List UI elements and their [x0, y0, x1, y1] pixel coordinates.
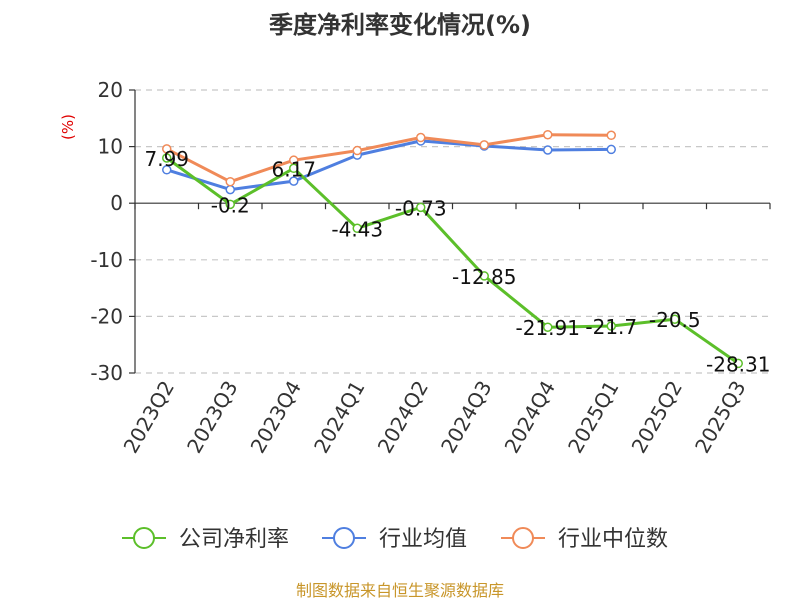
data-label: -12.85 [452, 265, 516, 289]
data-label: -21.91 [516, 316, 580, 340]
x-tick-label: 2025Q2 [627, 377, 687, 458]
x-tick-label: 2024Q2 [373, 377, 433, 458]
data-label: -20.5 [649, 308, 701, 332]
company-net-margin-point [543, 322, 553, 332]
company-net-margin-point [352, 223, 362, 234]
y-tick-label: 10 [98, 135, 123, 159]
data-label: -21.7 [585, 315, 637, 339]
legend-label: 行业均值 [379, 527, 467, 552]
grid-lines [135, 89, 770, 374]
x-tick-label: 2025Q1 [563, 377, 623, 458]
company-net-margin-point [733, 358, 743, 369]
company-net-margin-point [225, 199, 235, 210]
company-net-margin-line [165, 156, 740, 365]
y-axis-unit: (%) [59, 114, 77, 140]
x-tick-label: 2024Q3 [436, 377, 496, 458]
y-tick-label: -10 [90, 248, 123, 272]
company-net-margin-point [606, 321, 616, 331]
industry-median-point [416, 132, 426, 143]
legend-marker-icon [512, 527, 534, 549]
y-tick-label: -20 [90, 304, 123, 328]
series-lines [162, 129, 743, 369]
x-tick-label: 2025Q3 [690, 377, 750, 458]
data-labels: 7.99-0.26.17-4.43-0.73-12.85-21.91 -21.7-… [144, 147, 770, 376]
industry-median-point [606, 130, 616, 141]
legend-industry-average[interactable]: 行业均值 [322, 527, 467, 552]
chart-title: 季度净利率变化情况(%) [269, 11, 531, 39]
data-label: -28.31 [706, 352, 770, 376]
x-tick-label: 2023Q3 [182, 377, 242, 458]
legend-marker-icon [333, 527, 355, 549]
y-tick-label: -30 [90, 361, 123, 385]
legend-marker-icon [133, 527, 155, 549]
industry-average-line [166, 139, 612, 192]
company-net-margin-point [289, 163, 299, 174]
x-tick-label: 2024Q4 [500, 377, 560, 458]
x-tick-label: 2024Q1 [309, 377, 369, 458]
industry-median-point [543, 129, 553, 140]
company-net-margin-point [416, 202, 426, 213]
data-label: 6.17 [271, 157, 316, 181]
industry-median-point [225, 176, 235, 187]
industry-average-point [162, 165, 172, 175]
y-tick-label: 20 [98, 78, 123, 102]
industry-median-line [166, 133, 612, 184]
x-tick-label: 2023Q4 [246, 377, 306, 458]
company-net-margin-point [162, 153, 172, 163]
x-tick-label: 2023Q2 [119, 377, 179, 458]
industry-median-point [162, 144, 172, 154]
industry-average-point [289, 176, 299, 186]
legend-label: 行业中位数 [558, 527, 668, 552]
company-net-margin-point [670, 314, 680, 324]
industry-median-point [352, 145, 362, 156]
data-label: -0.2 [211, 193, 250, 217]
legend-company-net-margin[interactable]: 公司净利率 [122, 527, 289, 552]
data-label: 7.99 [144, 147, 189, 171]
industry-median-point [479, 140, 489, 150]
y-tick-label: 0 [110, 191, 123, 215]
legend-label: 公司净利率 [179, 527, 289, 552]
source-note: 制图数据来自恒生聚源数据库 [296, 581, 504, 600]
industry-average-point [543, 145, 553, 155]
legend[interactable]: 公司净利率 行业均值 行业中位数 [122, 527, 668, 552]
data-label: -0.73 [395, 196, 447, 220]
legend-industry-median[interactable]: 行业中位数 [501, 527, 668, 552]
company-net-margin-point [479, 271, 489, 281]
industry-average-point [606, 144, 616, 155]
data-label: -4.43 [331, 217, 383, 241]
